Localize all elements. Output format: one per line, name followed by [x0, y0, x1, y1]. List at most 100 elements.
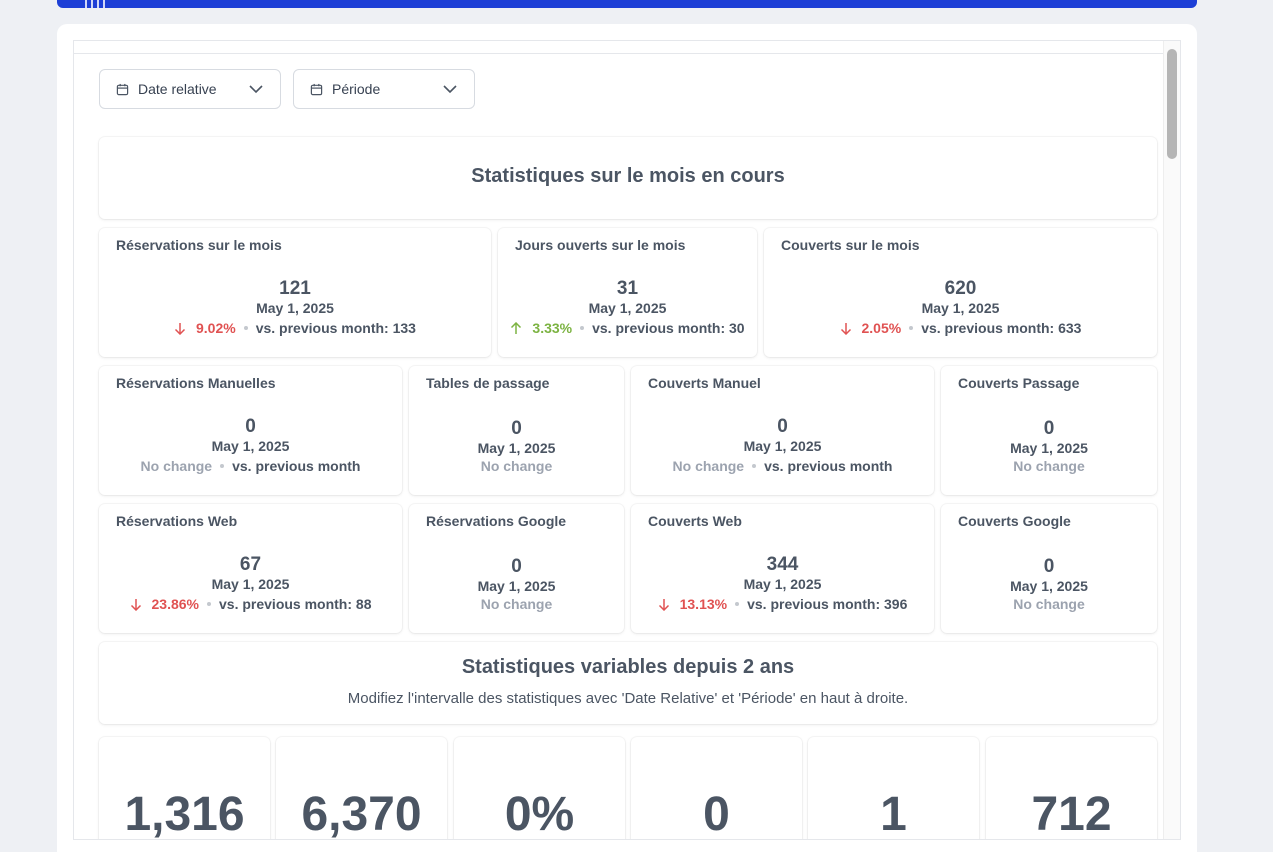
separator-dot: [207, 602, 211, 606]
arrow-up-icon: [511, 321, 522, 334]
metric-title: Réservations Web: [116, 513, 238, 529]
metric-value: 0: [511, 556, 522, 577]
percent-change: 3.33%: [532, 320, 573, 336]
no-change-status: No change: [140, 458, 213, 474]
arrow-down-icon: [658, 598, 669, 611]
metric-value: 121: [279, 278, 311, 299]
no-change-status: No change: [480, 596, 553, 612]
arrow-down-icon: [840, 322, 851, 335]
relative-date-label: Date relative: [138, 81, 217, 97]
metric-card: Réservations Google 0 May 1, 2025 No cha…: [409, 504, 624, 633]
metric-title: Tables de passage: [426, 375, 550, 391]
metric-title: Réservations Manuelles: [116, 375, 276, 391]
month-section-header: Statistiques sur le mois en cours: [99, 137, 1157, 219]
variable-section-header: Statistiques variables depuis 2 ans Modi…: [99, 642, 1157, 724]
previous-month-value: vs. previous month: 396: [747, 596, 908, 612]
metric-value: 0: [1043, 418, 1055, 439]
metric-value: 0: [245, 416, 256, 437]
calendar-icon: [116, 83, 129, 95]
arrow-down-icon: [174, 322, 186, 335]
separator-dot: [735, 602, 740, 606]
metric-card: Couverts sur le mois 620 May 1, 2025 2.0…: [764, 228, 1157, 357]
metric-card: Couverts Manuel 0 May 1, 2025 No change …: [631, 366, 934, 495]
percent-change: 13.13%: [679, 596, 728, 612]
metric-comparison: 23.86% vs. previous month: 88: [99, 596, 402, 612]
metric-title: Couverts sur le mois: [781, 237, 920, 253]
kpi-card: 1: [808, 737, 979, 840]
metric-card: Couverts Passage 0 May 1, 2025 No change: [941, 366, 1157, 495]
metric-title: Réservations sur le mois: [116, 237, 282, 253]
kpi-card: 6,370: [276, 737, 447, 840]
scrollbar-thumb[interactable]: [1167, 49, 1177, 159]
kpi-card: 712: [986, 737, 1157, 840]
metric-date: May 1, 2025: [743, 438, 822, 454]
metric-card: Réservations Manuelles 0 May 1, 2025 No …: [99, 366, 402, 495]
metric-title: Couverts Manuel: [648, 375, 761, 391]
no-change-status: No change: [1013, 458, 1085, 474]
metric-date: May 1, 2025: [211, 438, 290, 454]
kpi-value: 0%: [504, 788, 575, 840]
metric-title: Couverts Web: [648, 513, 742, 529]
metric-date: May 1, 2025: [743, 576, 822, 592]
separator-dot: [243, 326, 248, 330]
separator-dot: [752, 464, 757, 468]
kpi-value: 1,316: [124, 788, 245, 840]
period-label: Période: [332, 81, 381, 97]
scrollbar[interactable]: [1163, 41, 1180, 839]
percent-change: 23.86%: [151, 596, 199, 612]
percent-change: 2.05%: [861, 320, 902, 336]
metric-date: May 1, 2025: [1010, 578, 1088, 594]
previous-month-value: vs. previous month: 30: [592, 320, 745, 336]
period-dropdown[interactable]: Période: [293, 69, 475, 109]
no-change-status: No change: [480, 458, 553, 474]
metric-title: Réservations Google: [426, 513, 567, 529]
separator-dot: [909, 326, 914, 330]
metric-title: Couverts Passage: [958, 375, 1080, 391]
comparison-label: vs. previous month: [232, 458, 361, 474]
metric-comparison: No change vs. previous month: [99, 458, 402, 474]
metric-card: Réservations sur le mois 121 May 1, 2025…: [99, 228, 491, 357]
metric-date: May 1, 2025: [256, 300, 334, 316]
metric-date: May 1, 2025: [477, 578, 556, 594]
kpi-card: 0%: [454, 737, 625, 840]
metric-comparison: 9.02% vs. previous month: 133: [99, 320, 491, 336]
chevron-down-icon: [249, 85, 263, 94]
metric-value: 0: [1043, 556, 1055, 577]
metric-card: Couverts Web 344 May 1, 2025 13.13% vs. …: [631, 504, 934, 633]
metric-value: 0: [777, 416, 788, 437]
metric-date: May 1, 2025: [211, 576, 290, 592]
metric-value: 344: [766, 554, 799, 575]
variable-section-title: Statistiques variables depuis 2 ans: [461, 656, 795, 678]
no-change-status: No change: [1013, 596, 1085, 612]
arrow-down-icon: [130, 598, 141, 611]
separator-dot: [220, 464, 225, 468]
metric-card: Jours ouverts sur le mois 31 May 1, 2025…: [498, 228, 757, 357]
kpi-card: 1,316: [99, 737, 270, 840]
kpi-value: 712: [1031, 788, 1112, 840]
kpi-card: 0: [631, 737, 802, 839]
percent-change: 9.02%: [196, 320, 236, 336]
previous-month-value: vs. previous month: 133: [255, 320, 416, 336]
metric-value: 0: [511, 418, 522, 439]
metric-card: Couverts Google 0 May 1, 2025 No change: [941, 504, 1157, 633]
month-section-title: Statistiques sur le mois en cours: [471, 165, 785, 187]
kpi-value: 6,370: [301, 788, 422, 840]
brand-logo: [77, 0, 137, 8]
separator-dot: [580, 326, 585, 330]
no-change-status: No change: [672, 458, 745, 474]
metric-date: May 1, 2025: [921, 300, 1000, 316]
relative-date-dropdown[interactable]: Date relative: [99, 69, 281, 109]
calendar-icon: [310, 83, 323, 95]
metric-comparison: 13.13% vs. previous month: 396: [631, 596, 934, 612]
metric-date: May 1, 2025: [588, 300, 667, 316]
kpi-value: 1: [880, 788, 907, 840]
metric-date: May 1, 2025: [477, 440, 556, 456]
previous-month-value: vs. previous month: 88: [219, 596, 372, 612]
comparison-label: vs. previous month: [764, 458, 893, 474]
metric-date: May 1, 2025: [1010, 440, 1088, 456]
metric-comparison: No change vs. previous month: [631, 458, 934, 474]
chevron-down-icon: [443, 85, 457, 94]
divider: [74, 53, 1164, 54]
metric-title: Couverts Google: [958, 513, 1071, 529]
metric-comparison: 2.05% vs. previous month: 633: [764, 320, 1157, 336]
